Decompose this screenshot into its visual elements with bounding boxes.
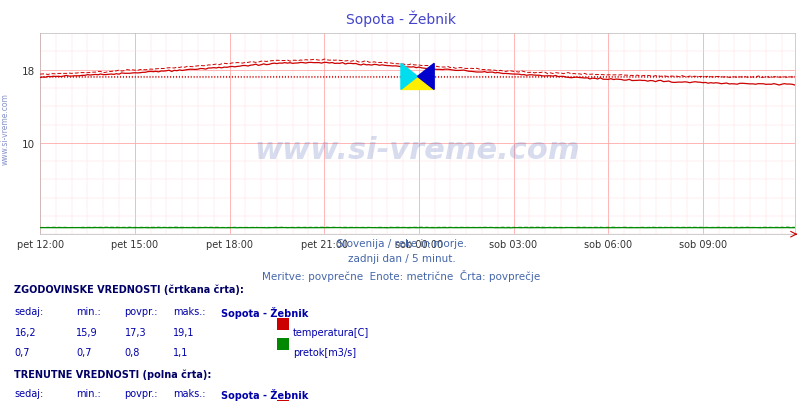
Text: sedaj:: sedaj: xyxy=(14,306,43,316)
Text: 1,1: 1,1 xyxy=(172,347,188,357)
Text: 15,9: 15,9 xyxy=(76,327,98,337)
Text: temperatura[C]: temperatura[C] xyxy=(293,327,369,337)
Text: 16,2: 16,2 xyxy=(14,327,36,337)
Text: Sopota - Žebnik: Sopota - Žebnik xyxy=(221,306,308,318)
Text: TRENUTNE VREDNOSTI (polna črta):: TRENUTNE VREDNOSTI (polna črta): xyxy=(14,369,212,379)
Text: Slovenija / reke in morje.: Slovenija / reke in morje. xyxy=(336,239,466,249)
Polygon shape xyxy=(417,64,434,90)
Text: povpr.:: povpr.: xyxy=(124,306,158,316)
Text: pretok[m3/s]: pretok[m3/s] xyxy=(293,347,356,357)
Text: www.si-vreme.com: www.si-vreme.com xyxy=(1,93,10,164)
Text: 0,8: 0,8 xyxy=(124,347,140,357)
Text: sedaj:: sedaj: xyxy=(14,388,43,398)
Text: maks.:: maks.: xyxy=(172,306,205,316)
Text: min.:: min.: xyxy=(76,388,101,398)
Text: 0,7: 0,7 xyxy=(76,347,91,357)
Text: www.si-vreme.com: www.si-vreme.com xyxy=(254,136,580,165)
Text: 0,7: 0,7 xyxy=(14,347,30,357)
Text: 19,1: 19,1 xyxy=(172,327,194,337)
Text: Sopota - Žebnik: Sopota - Žebnik xyxy=(346,10,456,26)
Text: maks.:: maks.: xyxy=(172,388,205,398)
Text: min.:: min.: xyxy=(76,306,101,316)
Text: zadnji dan / 5 minut.: zadnji dan / 5 minut. xyxy=(347,254,455,264)
Text: ZGODOVINSKE VREDNOSTI (črtkana črta):: ZGODOVINSKE VREDNOSTI (črtkana črta): xyxy=(14,284,244,294)
Polygon shape xyxy=(400,64,417,90)
Text: Sopota - Žebnik: Sopota - Žebnik xyxy=(221,388,308,400)
Text: povpr.:: povpr.: xyxy=(124,388,158,398)
Polygon shape xyxy=(400,77,434,90)
Text: Meritve: povprečne  Enote: metrične  Črta: povprečje: Meritve: povprečne Enote: metrične Črta:… xyxy=(262,269,540,281)
Text: 17,3: 17,3 xyxy=(124,327,146,337)
